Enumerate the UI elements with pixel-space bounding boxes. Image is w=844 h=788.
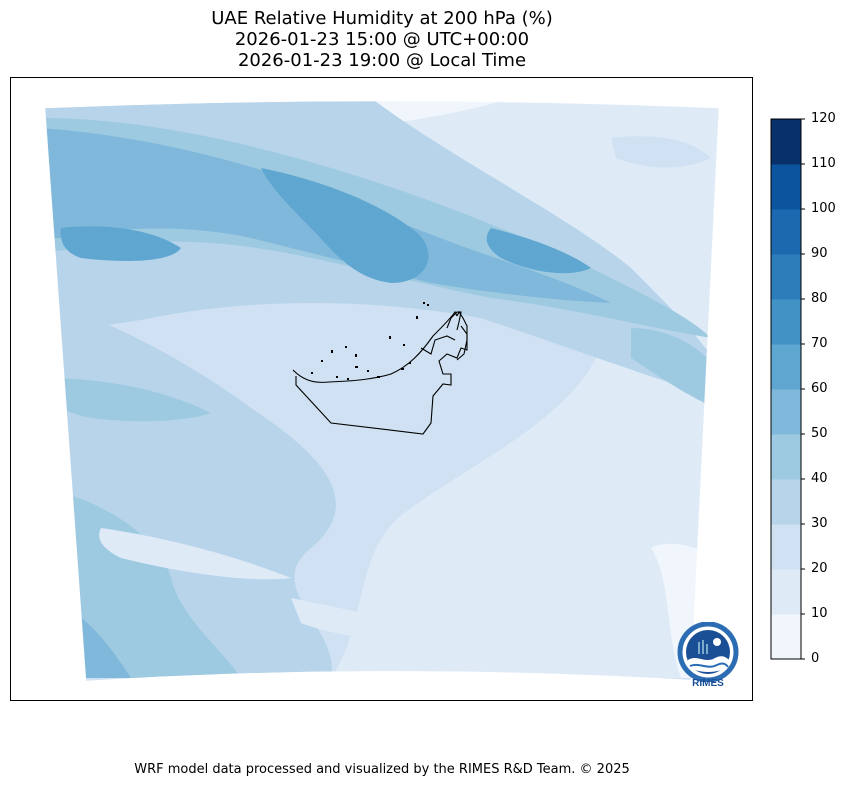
colorbar-bin (771, 614, 801, 660)
colorbar-bin (771, 254, 801, 300)
colorbar-bin (771, 434, 801, 480)
colorbar-tick-label: 30 (811, 516, 828, 531)
colorbar-tick-label: 0 (811, 651, 820, 666)
colorbar: 0 10 20 30 40 50 60 70 80 90 100 110 120 (770, 112, 836, 666)
colorbar-tick-label: 100 (811, 201, 836, 216)
humidity-map (44, 100, 720, 682)
uae-southern-border (295, 325, 468, 435)
rimes-emblem-icon (677, 621, 739, 683)
colorbar-bin (771, 209, 801, 255)
title-utc-time: 2026-01-23 15:00 @ UTC+00:00 (234, 29, 530, 50)
uae-islands (311, 302, 429, 380)
colorbar-tick-label: 60 (811, 381, 828, 396)
rh-band-40-50-mid (45, 378, 211, 422)
colorbar-bin (771, 524, 801, 570)
rh-band-20-30-northeast (611, 136, 711, 168)
colorbar-tick-label: 80 (811, 291, 828, 306)
rh-band-0-10-north (371, 101, 511, 123)
colorbar-tick-label: 50 (811, 426, 828, 441)
rh-band-10-20-streak (99, 528, 292, 580)
colorbar-bin (771, 344, 801, 390)
colorbar-bin (771, 569, 801, 615)
colorbar-tick-label: 10 (811, 606, 828, 621)
colorbar-tick-label: 110 (811, 156, 836, 171)
colorbar-tick-label: 20 (811, 561, 828, 576)
colorbar-tick-label: 90 (811, 246, 828, 261)
musandam-peninsula (446, 311, 462, 331)
footer-credit: WRF model data processed and visualized … (134, 762, 630, 777)
colorbar-bin (771, 164, 801, 210)
map-panel: RIMES (10, 77, 753, 701)
rh-band-60-70-east (486, 228, 591, 274)
uae-boundary (292, 310, 468, 435)
map-title: UAE Relative Humidity at 200 hPa (%) 202… (0, 8, 764, 71)
rh-band-60-70-west (60, 226, 181, 261)
colorbar-bin (771, 479, 801, 525)
colorbar-bin (771, 299, 801, 345)
domain-boundary (44, 100, 720, 682)
rh-band-60-70-core (261, 168, 429, 283)
colorbar-tick-label: 70 (811, 336, 828, 351)
title-local-time: 2026-01-23 19:00 @ Local Time (237, 50, 527, 71)
uae-coastline (292, 310, 458, 383)
colorbar-tick-label: 120 (811, 111, 836, 126)
uae-internal-border (420, 335, 456, 355)
colorbar-bin (771, 119, 801, 165)
rh-band-40-50-eastedge (631, 328, 716, 408)
rh-band-10-20-east (331, 101, 719, 678)
rimes-logo: RIMES (675, 621, 741, 692)
rimes-logo-text: RIMES (692, 678, 724, 689)
title-variable: UAE Relative Humidity at 200 hPa (%) (211, 8, 553, 29)
colorbar-ramp (770, 118, 805, 660)
colorbar-bin (771, 389, 801, 435)
rh-band-10-20-south (291, 598, 431, 639)
colorbar-tick-label: 40 (811, 471, 828, 486)
